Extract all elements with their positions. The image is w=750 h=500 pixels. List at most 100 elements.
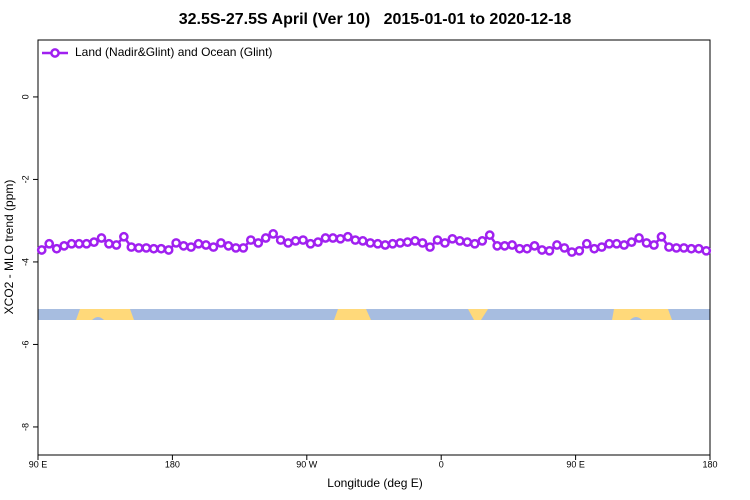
x-tick-label: 180: [702, 459, 717, 469]
data-point: [59, 240, 69, 251]
data-point: [163, 245, 174, 255]
data-point: [223, 240, 234, 251]
data-point: [447, 233, 458, 244]
data-point: [335, 233, 346, 244]
data-point: [305, 238, 316, 249]
data-point: [260, 233, 271, 243]
data-point: [119, 231, 129, 242]
data-point: [567, 247, 577, 257]
data-point: [656, 231, 667, 242]
data-point: [492, 240, 503, 251]
data-point: [596, 242, 607, 252]
data-point: [320, 233, 331, 243]
data-point: [440, 238, 450, 248]
data-point: [626, 237, 637, 247]
data-point: [574, 245, 585, 256]
legend-label: Land (Nadir&Glint) and Ocean (Glint): [75, 45, 272, 59]
data-point: [507, 240, 517, 250]
data-point: [701, 245, 712, 256]
data-point: [89, 237, 99, 247]
data-point: [231, 243, 241, 253]
data-point: [96, 233, 107, 243]
data-point: [268, 229, 279, 239]
data-point: [641, 238, 652, 248]
data-point: [156, 243, 167, 254]
data-point: [298, 235, 308, 245]
data-point: [499, 240, 510, 251]
data-point: [350, 235, 361, 245]
data-point: [104, 238, 114, 249]
data-point: [365, 238, 376, 248]
data-point: [537, 245, 547, 255]
land-patch: [612, 309, 672, 320]
data-point: [664, 242, 674, 252]
y-tick-label: -8: [20, 423, 30, 431]
data-point: [148, 243, 159, 254]
data-point: [74, 238, 84, 249]
data-point: [432, 235, 443, 245]
data-point: [186, 242, 196, 252]
data-point: [44, 238, 55, 249]
ocean-bump: [630, 317, 642, 320]
data-point: [380, 240, 391, 250]
data-point: [693, 243, 704, 254]
data-point: [604, 238, 615, 249]
surface-mask: [38, 309, 710, 320]
data-point: [611, 238, 622, 249]
data-point: [395, 238, 405, 248]
data-point: [290, 236, 301, 246]
data-point: [410, 236, 420, 246]
data-point: [402, 237, 413, 247]
data-point: [357, 236, 368, 246]
chart-title: 32.5S-27.5S April (Ver 10) 2015-01-01 to…: [179, 11, 572, 28]
data-point: [455, 236, 465, 246]
land-patch: [468, 309, 488, 320]
data-point: [679, 243, 689, 253]
data-point: [171, 238, 181, 248]
data-point: [417, 238, 428, 248]
data-point: [51, 243, 62, 254]
data-point: [634, 233, 644, 243]
data-point: [462, 237, 473, 247]
ocean-band: [38, 309, 710, 320]
data-point: [133, 243, 144, 253]
land-patch: [76, 309, 134, 320]
ocean-bump: [92, 317, 104, 320]
data-point: [425, 242, 435, 252]
data-point: [36, 245, 47, 255]
data-point: [283, 238, 293, 248]
data-point: [372, 238, 383, 249]
x-tick-label: 0: [439, 459, 444, 469]
y-axis-label: XCO2 - MLO trend (ppm): [2, 180, 16, 315]
data-point: [245, 235, 256, 245]
x-tick-label: 90 E: [29, 459, 48, 469]
y-tick-label: -2: [20, 175, 30, 183]
data-point: [201, 240, 211, 250]
data-point: [126, 242, 137, 252]
data-point: [275, 235, 286, 245]
data-point: [387, 238, 398, 249]
data-point: [81, 238, 92, 249]
data-point: [514, 243, 525, 254]
legend-marker: [50, 48, 60, 58]
data-point: [552, 240, 562, 250]
data-point: [469, 238, 480, 249]
data-point: [686, 243, 697, 254]
data-point: [111, 240, 122, 250]
data-point: [313, 237, 323, 247]
data-point: [649, 240, 659, 250]
data-point: [544, 245, 555, 256]
x-tick-label: 180: [165, 459, 180, 469]
data-point: [477, 236, 488, 246]
data-point: [484, 230, 495, 240]
data-point: [238, 243, 249, 253]
data-point: [216, 238, 226, 248]
data-point: [193, 238, 204, 249]
data-point: [529, 240, 540, 251]
data-point: [141, 243, 152, 253]
y-tick-label: 0: [20, 94, 30, 99]
data-point: [66, 238, 77, 249]
data-point: [253, 238, 264, 248]
data-point: [581, 238, 592, 249]
